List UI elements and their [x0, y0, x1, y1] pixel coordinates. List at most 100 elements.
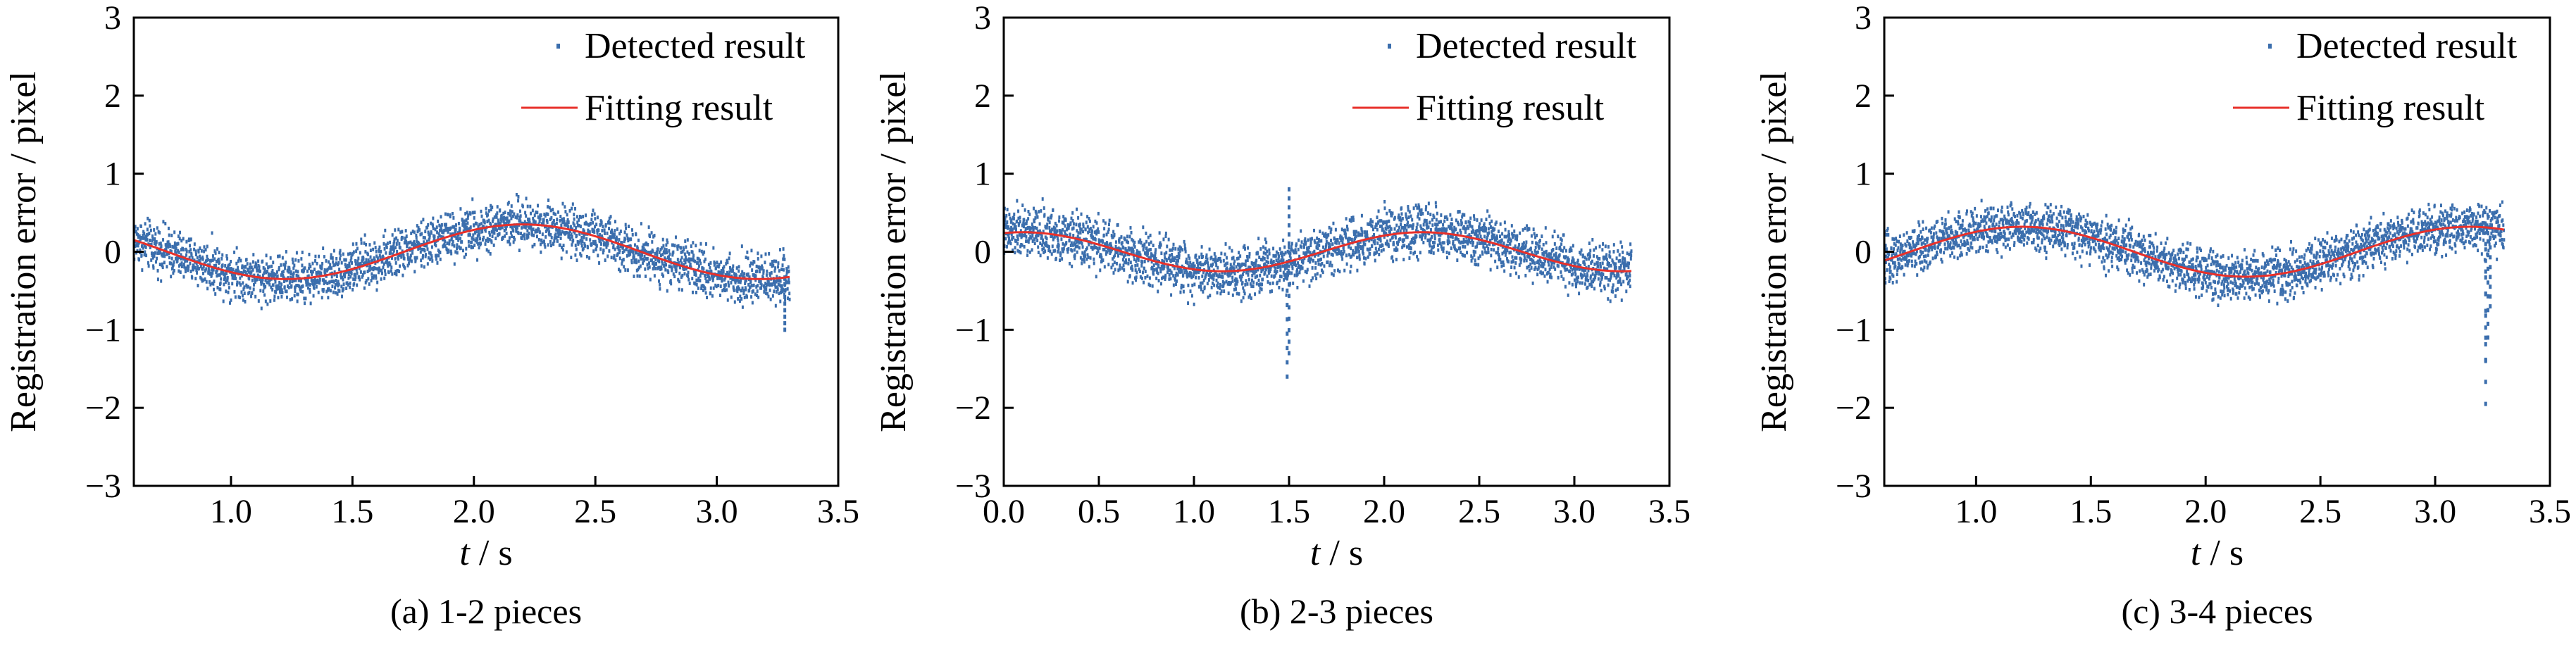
detected-point	[564, 205, 566, 209]
detected-point	[461, 223, 464, 227]
detected-point	[1333, 269, 1336, 273]
detected-point	[490, 208, 492, 212]
detected-point	[1041, 243, 1044, 247]
detected-point	[1257, 278, 1260, 282]
detected-point	[440, 227, 442, 231]
detected-point	[667, 255, 670, 259]
detected-point	[1265, 260, 1268, 264]
detected-point	[232, 276, 235, 280]
detected-point	[525, 224, 528, 228]
detected-point	[1320, 268, 1323, 273]
detected-point	[159, 251, 162, 255]
detected-point	[349, 251, 351, 256]
detected-point	[294, 278, 297, 282]
detected-point	[394, 246, 397, 250]
detected-point	[706, 272, 709, 276]
detected-point	[1523, 256, 1526, 261]
detected-point	[1056, 229, 1059, 233]
detected-point	[1557, 234, 1560, 239]
detected-point	[1356, 268, 1359, 273]
detected-point	[410, 259, 413, 263]
detected-point	[221, 263, 224, 268]
detected-point	[1399, 229, 1402, 233]
detected-point	[182, 275, 185, 279]
detected-point	[1043, 213, 1046, 217]
detected-point	[1281, 287, 1284, 292]
detected-point	[447, 213, 449, 217]
detected-point	[316, 261, 318, 265]
detected-point	[1253, 265, 1256, 270]
detected-point	[754, 278, 757, 282]
detected-point	[1177, 247, 1180, 251]
detected-point	[649, 234, 652, 239]
detected-point	[477, 225, 480, 229]
detected-point	[550, 216, 553, 220]
detected-point	[564, 210, 567, 214]
detected-point	[756, 289, 759, 293]
detected-point	[683, 263, 685, 267]
detected-point	[201, 255, 204, 259]
detected-point	[1219, 286, 1221, 290]
detected-point	[488, 233, 491, 237]
detected-point	[1195, 270, 1197, 275]
detected-point	[347, 276, 350, 280]
detected-point	[1546, 280, 1549, 284]
detected-point	[1496, 265, 1499, 270]
detected-point	[552, 208, 554, 212]
detected-point	[156, 256, 158, 261]
detected-point	[1442, 249, 1445, 253]
detected-point	[143, 244, 146, 248]
detected-point	[1324, 232, 1327, 236]
detected-point	[1460, 221, 1463, 225]
detected-point	[1443, 241, 1445, 245]
detected-point	[1058, 228, 1061, 232]
detected-point	[1309, 240, 1312, 244]
detected-point	[1537, 265, 1540, 270]
detected-point	[173, 244, 176, 249]
detected-point	[1216, 258, 1219, 263]
detected-point	[342, 277, 344, 282]
detected-point	[1509, 273, 1512, 277]
detected-point	[1080, 212, 1083, 216]
detected-point	[164, 243, 167, 247]
detected-point	[1405, 235, 1407, 239]
detected-point	[1279, 264, 1282, 268]
detected-point	[311, 261, 314, 265]
detected-point	[1431, 218, 1434, 222]
detected-point	[1379, 235, 1382, 239]
detected-point	[1317, 258, 1319, 263]
detected-point	[1252, 261, 1255, 265]
detected-point	[1430, 248, 1433, 252]
detected-point	[436, 230, 439, 234]
detected-point	[1185, 268, 1188, 273]
detected-point	[1047, 249, 1050, 253]
detected-point	[1307, 258, 1310, 263]
detected-point	[137, 232, 139, 237]
detected-point	[1324, 234, 1326, 238]
detected-point	[669, 279, 672, 283]
detected-point	[402, 273, 404, 277]
detected-point	[1479, 222, 1481, 226]
detected-point	[623, 249, 626, 253]
detected-point	[677, 277, 680, 282]
detected-point	[1016, 242, 1019, 246]
detected-point	[451, 242, 454, 246]
detected-point	[328, 260, 330, 264]
detected-point	[257, 259, 260, 263]
detected-point	[559, 232, 562, 236]
detected-point	[1252, 284, 1255, 289]
detected-point	[1472, 214, 1475, 218]
detected-point	[1336, 238, 1339, 242]
detected-point	[1519, 231, 1522, 235]
detected-point	[254, 278, 256, 282]
detected-point	[254, 294, 257, 299]
detected-point	[208, 271, 211, 275]
detected-point	[511, 210, 514, 214]
detected-point	[733, 277, 735, 282]
detected-point	[433, 234, 436, 239]
detected-point	[1360, 213, 1363, 218]
detected-point	[567, 225, 570, 229]
detected-point	[528, 231, 530, 235]
detected-point	[774, 266, 777, 270]
detected-point	[471, 197, 474, 201]
